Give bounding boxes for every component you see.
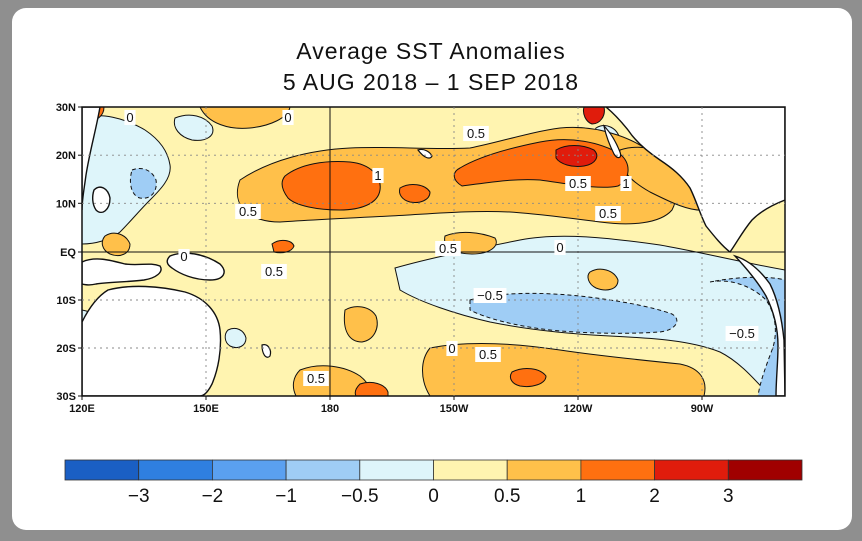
region-one-small-mid — [399, 184, 431, 203]
region-neg1-peru-coast — [709, 276, 785, 396]
contour-label-bg — [435, 241, 461, 256]
land-australia — [82, 285, 222, 396]
contour-label-bg — [620, 176, 632, 191]
colorbar-swatch — [211, 459, 287, 481]
contour-label: 0.5 — [265, 264, 283, 279]
lon-tick-label: 150W — [440, 403, 469, 415]
land-indonesia — [82, 258, 162, 286]
contour-label-bg — [725, 326, 759, 341]
map-title: Average SST Anomalies — [296, 38, 566, 64]
region-one-south-west — [354, 381, 389, 396]
contour-label: 1 — [622, 176, 629, 191]
contour-label: 0 — [556, 240, 563, 255]
lat-tick-label: 30S — [56, 391, 76, 403]
contour-label-bg — [372, 168, 384, 183]
contour-label: 1 — [374, 168, 381, 183]
lat-tick-label: EQ — [60, 247, 76, 259]
contour-label-bg — [446, 341, 458, 356]
lat-tick-label: 20N — [56, 150, 76, 162]
contour-label: 0.5 — [599, 206, 617, 221]
contour-label: −0.5 — [729, 326, 755, 341]
colorbar-label: 1 — [576, 486, 587, 507]
colorbar-swatch — [433, 459, 508, 481]
lat-tick-label: 10N — [56, 198, 76, 210]
colorbar-label: −0.5 — [341, 486, 379, 507]
region-half-small-east — [587, 268, 619, 291]
colorbar-swatch — [654, 459, 729, 481]
map-date-range: 5 AUG 2018 – 1 SEP 2018 — [282, 69, 580, 95]
region-neg-mid-north — [173, 114, 214, 141]
colorbar-label: 0.5 — [494, 486, 520, 507]
contour-label-bg — [463, 126, 489, 141]
contour-label: 0 — [126, 110, 133, 125]
latitude-axis: 30N 20N 10N EQ 10S 20S 30S — [56, 102, 82, 403]
longitude-axis: 120E 150E 180 150W 120W 90W — [69, 396, 714, 415]
lon-tick-label: 180 — [321, 403, 339, 415]
contour-label-bg — [124, 110, 136, 125]
contour-label: 0.5 — [239, 204, 257, 219]
colorbar-swatch — [285, 459, 361, 481]
colorbar-label: −1 — [275, 486, 297, 507]
contour-label: 0.5 — [467, 126, 485, 141]
contour-label: 0 — [284, 110, 291, 125]
colorbar-swatch — [64, 459, 140, 481]
colorbar-label: −2 — [202, 486, 224, 507]
contour-label: 0.5 — [479, 347, 497, 362]
colorbar-swatch — [727, 459, 803, 481]
colorbar-label: −3 — [128, 486, 150, 507]
contour-label-bg — [261, 264, 287, 279]
colorbar: −3 −2 −1 −0.5 0 0.5 1 2 3 — [64, 459, 803, 507]
contour-label-bg — [303, 371, 329, 386]
land-baja — [603, 124, 622, 159]
region-one-central — [281, 161, 381, 211]
contour-label: −0.5 — [477, 288, 503, 303]
contour-label-bg — [595, 206, 621, 221]
region-one-small-tropic — [271, 239, 295, 254]
contour-label-bg — [178, 249, 190, 264]
colorbar-swatch — [580, 459, 656, 481]
region-two-california — [583, 107, 605, 125]
lon-tick-label: 120E — [69, 403, 95, 415]
contour-label: 0 — [448, 341, 455, 356]
contour-label-bg — [473, 288, 507, 303]
contour-label-bg — [475, 347, 501, 362]
lat-tick-label: 20S — [56, 343, 76, 355]
region-neg1-east-band — [469, 292, 678, 334]
contour-label-bg — [282, 110, 294, 125]
contour-label-bg — [235, 204, 261, 219]
colorbar-label: 2 — [649, 486, 660, 507]
colorbar-swatch — [138, 459, 213, 481]
lon-tick-label: 120W — [564, 403, 593, 415]
contour-label: 0.5 — [307, 371, 325, 386]
region-two-baja — [555, 145, 598, 167]
lat-tick-label: 10S — [56, 295, 76, 307]
contour-label: 0 — [180, 249, 187, 264]
colorbar-label: 3 — [723, 486, 734, 507]
region-one-south — [509, 368, 547, 387]
lon-tick-label: 90W — [691, 403, 714, 415]
contour-label: 0.5 — [439, 241, 457, 256]
contour-label-bg — [565, 176, 591, 191]
lon-tick-label: 150E — [193, 403, 219, 415]
contour-label: 0.5 — [569, 176, 587, 191]
land-hawaii — [417, 148, 433, 159]
region-neg1-west-north — [129, 167, 157, 199]
land-south-america — [732, 254, 785, 396]
colorbar-swatch — [506, 459, 582, 481]
colorbar-swatch — [359, 459, 434, 481]
region-neg-central-south — [224, 327, 247, 349]
land-north-america — [604, 107, 785, 253]
contour-labels: 0 0 0.5 1 0.5 0 0.5 0.5 1 0.5 0 0.5 −0.5 0 0.5 0.5 −0.5 — [124, 110, 759, 386]
land-philippines — [91, 186, 111, 214]
colorbar-label: 0 — [428, 486, 439, 507]
contour-label-bg — [554, 240, 566, 255]
lat-tick-label: 30N — [56, 102, 76, 114]
region-half-central-south — [343, 306, 378, 343]
region-half-west-tropic — [101, 232, 131, 257]
